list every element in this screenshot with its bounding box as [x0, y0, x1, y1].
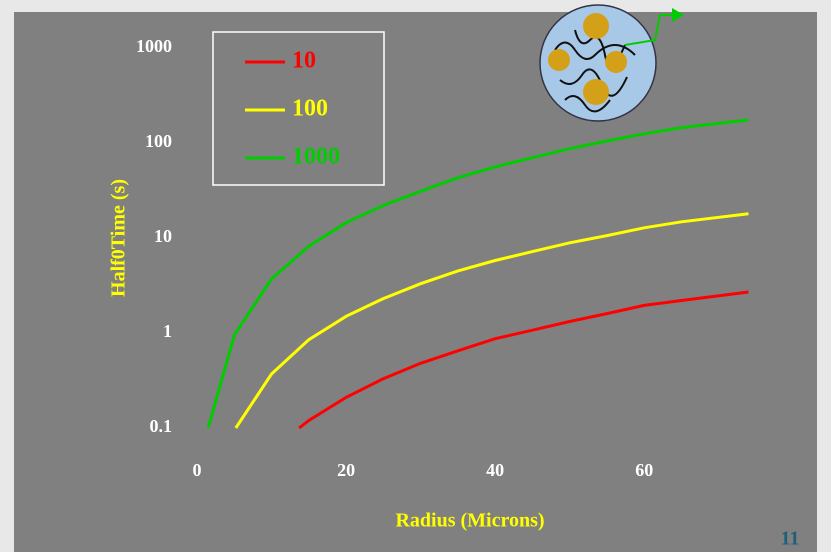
legend-label: 10 — [292, 48, 316, 74]
slide-number: 11 — [781, 528, 800, 550]
y-tick-label: 100 — [145, 131, 172, 151]
x-tick-label: 0 — [193, 460, 202, 480]
slide-background — [14, 12, 817, 552]
y-tick-label: 10 — [154, 226, 172, 246]
page: {"chart_data": {"type": "line", "x_label… — [0, 0, 831, 552]
y-axis-title: Half0Time (s) — [108, 179, 130, 297]
x-tick-label: 40 — [486, 460, 504, 480]
y-tick-label: 0.1 — [150, 416, 173, 436]
y-tick-label: 1 — [163, 321, 172, 341]
legend-label: 1000 — [292, 144, 340, 170]
x-axis-title: Radius (Microns) — [395, 510, 544, 532]
slide: Radius (Microns) Half0Time (s) 11 0.1 1 10… — [0, 0, 831, 552]
legend-label: 100 — [292, 96, 328, 122]
x-tick-label: 60 — [635, 460, 653, 480]
x-tick-label: 20 — [337, 460, 355, 480]
y-tick-label: 1000 — [136, 36, 172, 56]
